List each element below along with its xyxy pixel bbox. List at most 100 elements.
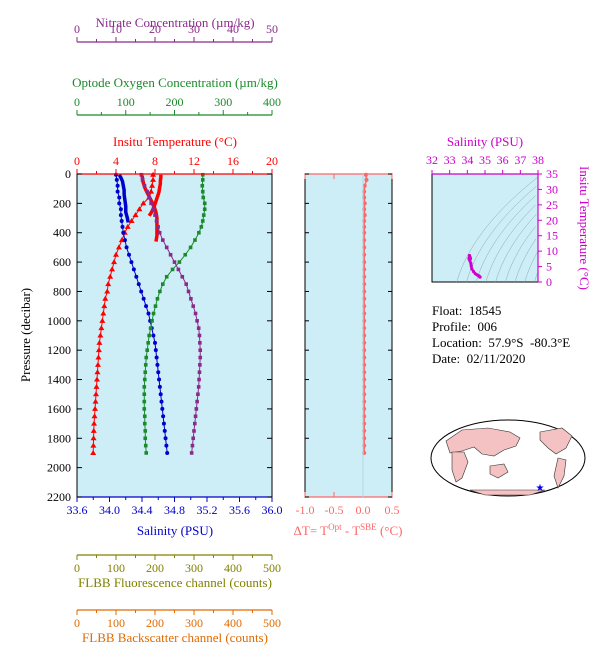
- ts-point: [468, 259, 472, 263]
- nitrate-axis-title: Nitrate Concentration (µm/kg): [95, 15, 254, 30]
- salinity-point: [124, 245, 129, 250]
- nitrate-point: [192, 421, 197, 426]
- ts-temperature-tick-label: 0: [546, 275, 552, 289]
- info-date: Date: 02/11/2020: [432, 351, 526, 366]
- nitrate-point: [191, 304, 196, 308]
- oxygen-point: [193, 238, 197, 242]
- nitrate-point: [198, 355, 203, 360]
- pressure-tick-label: 1200: [47, 343, 71, 357]
- nitrate-point: [192, 429, 196, 433]
- info-float: Float: 18545: [432, 303, 502, 318]
- delta-t-axis-title: ΔT= TOpt - TSBE (°C): [294, 522, 403, 538]
- delta-t-tick-label: -0.5: [325, 503, 344, 517]
- salinity-point: [117, 195, 122, 200]
- salinity-point: [165, 450, 170, 455]
- nitrate-point: [196, 326, 201, 330]
- oxygen-point: [143, 429, 148, 433]
- pressure-tick-label: 1000: [47, 314, 71, 328]
- pressure-tick-label: 400: [53, 226, 71, 240]
- salinity-point: [134, 274, 139, 279]
- nitrate-point: [149, 201, 153, 206]
- fluorescence-tick-label: 400: [224, 561, 242, 575]
- nitrate-tick-label: 0: [74, 22, 80, 36]
- salinity-axis-title: Salinity (PSU): [137, 523, 213, 538]
- delta-t-tick-label: 0.5: [385, 503, 400, 517]
- oxygen-point: [150, 319, 154, 323]
- ts-temperature-title: Insitu Temperature (°C): [577, 166, 592, 290]
- pressure-axis-title: Pressure (decibar): [18, 288, 33, 382]
- ts-point: [470, 267, 474, 271]
- continent-africa: [451, 451, 469, 483]
- ts-salinity-title: Salinity (PSU): [447, 134, 523, 149]
- ts-point: [469, 261, 473, 266]
- salinity-point: [155, 362, 160, 367]
- temperature-point: [140, 200, 147, 206]
- nitrate-tick-label: 10: [110, 22, 122, 36]
- backscatter-tick-label: 300: [185, 616, 203, 630]
- isopycnal-line: [514, 238, 537, 283]
- oxygen-point: [202, 201, 207, 206]
- pressure-tick-label: 600: [53, 255, 71, 269]
- temperature-point: [107, 273, 114, 279]
- oxygen-point: [170, 267, 175, 272]
- isopycnal-line: [524, 251, 539, 283]
- ts-salinity-tick-label: 33: [444, 153, 456, 167]
- nitrate-point: [145, 189, 149, 194]
- oxygen-point: [200, 178, 205, 182]
- float-location-star-icon: ★: [536, 483, 545, 494]
- oxygen-point: [201, 195, 206, 200]
- nitrate-point: [176, 267, 181, 272]
- temperature-point: [95, 354, 102, 360]
- oxygen-tick-label: 400: [263, 95, 281, 109]
- salinity-point: [118, 207, 123, 212]
- salinity-point: [118, 213, 123, 218]
- nitrate-point: [190, 443, 195, 448]
- salinity-point: [162, 428, 167, 433]
- salinity-point: [119, 218, 124, 223]
- oxygen-point: [202, 207, 207, 212]
- ts-salinity-tick-label: 38: [532, 153, 544, 167]
- nitrate-tick-label: 50: [266, 22, 278, 36]
- continent-antarctica: [469, 489, 546, 496]
- pressure-tick-label: 200: [53, 196, 71, 210]
- temperature-point: [102, 295, 109, 301]
- temperature-point: [148, 188, 155, 194]
- oxygen-point: [143, 443, 148, 448]
- temperature-point: [101, 303, 108, 309]
- temperature-point: [149, 182, 156, 188]
- temperature-point: [98, 325, 105, 331]
- nitrate-point: [195, 319, 199, 323]
- temperature-point: [113, 251, 119, 257]
- salinity-point: [141, 296, 146, 301]
- ts-point: [469, 264, 473, 268]
- nitrate-point: [147, 195, 151, 200]
- ts-temperature-tick-label: 25: [546, 198, 558, 212]
- salinity-point: [163, 436, 168, 441]
- nitrate-point: [172, 260, 177, 264]
- oxygen-point: [143, 363, 148, 367]
- oxygen-point: [158, 289, 162, 294]
- salinity-point: [121, 230, 126, 235]
- nitrate-point: [197, 377, 201, 382]
- nitrate-point: [151, 207, 156, 212]
- oxygen-point: [183, 252, 188, 257]
- temperature-point: [115, 244, 122, 250]
- salinity-point: [153, 340, 157, 345]
- temperature-tick-label: 4: [113, 154, 119, 168]
- salinity-tick-label: 35.2: [197, 503, 218, 517]
- salinity-point: [151, 333, 156, 338]
- temperature-point: [92, 398, 99, 404]
- salinity-point: [159, 399, 164, 404]
- oxygen-point: [199, 225, 204, 229]
- temperature-point: [93, 383, 100, 389]
- temperature-point: [96, 339, 103, 345]
- nitrate-point: [189, 451, 194, 455]
- temperature-point: [136, 206, 143, 212]
- oxygen-point: [143, 370, 148, 375]
- temperature-point: [90, 435, 97, 441]
- delta-t-point: [362, 183, 367, 188]
- salinity-tick-label: 34.8: [164, 503, 185, 517]
- oxygen-tick-label: 200: [166, 95, 184, 109]
- backscatter-tick-label: 500: [263, 616, 281, 630]
